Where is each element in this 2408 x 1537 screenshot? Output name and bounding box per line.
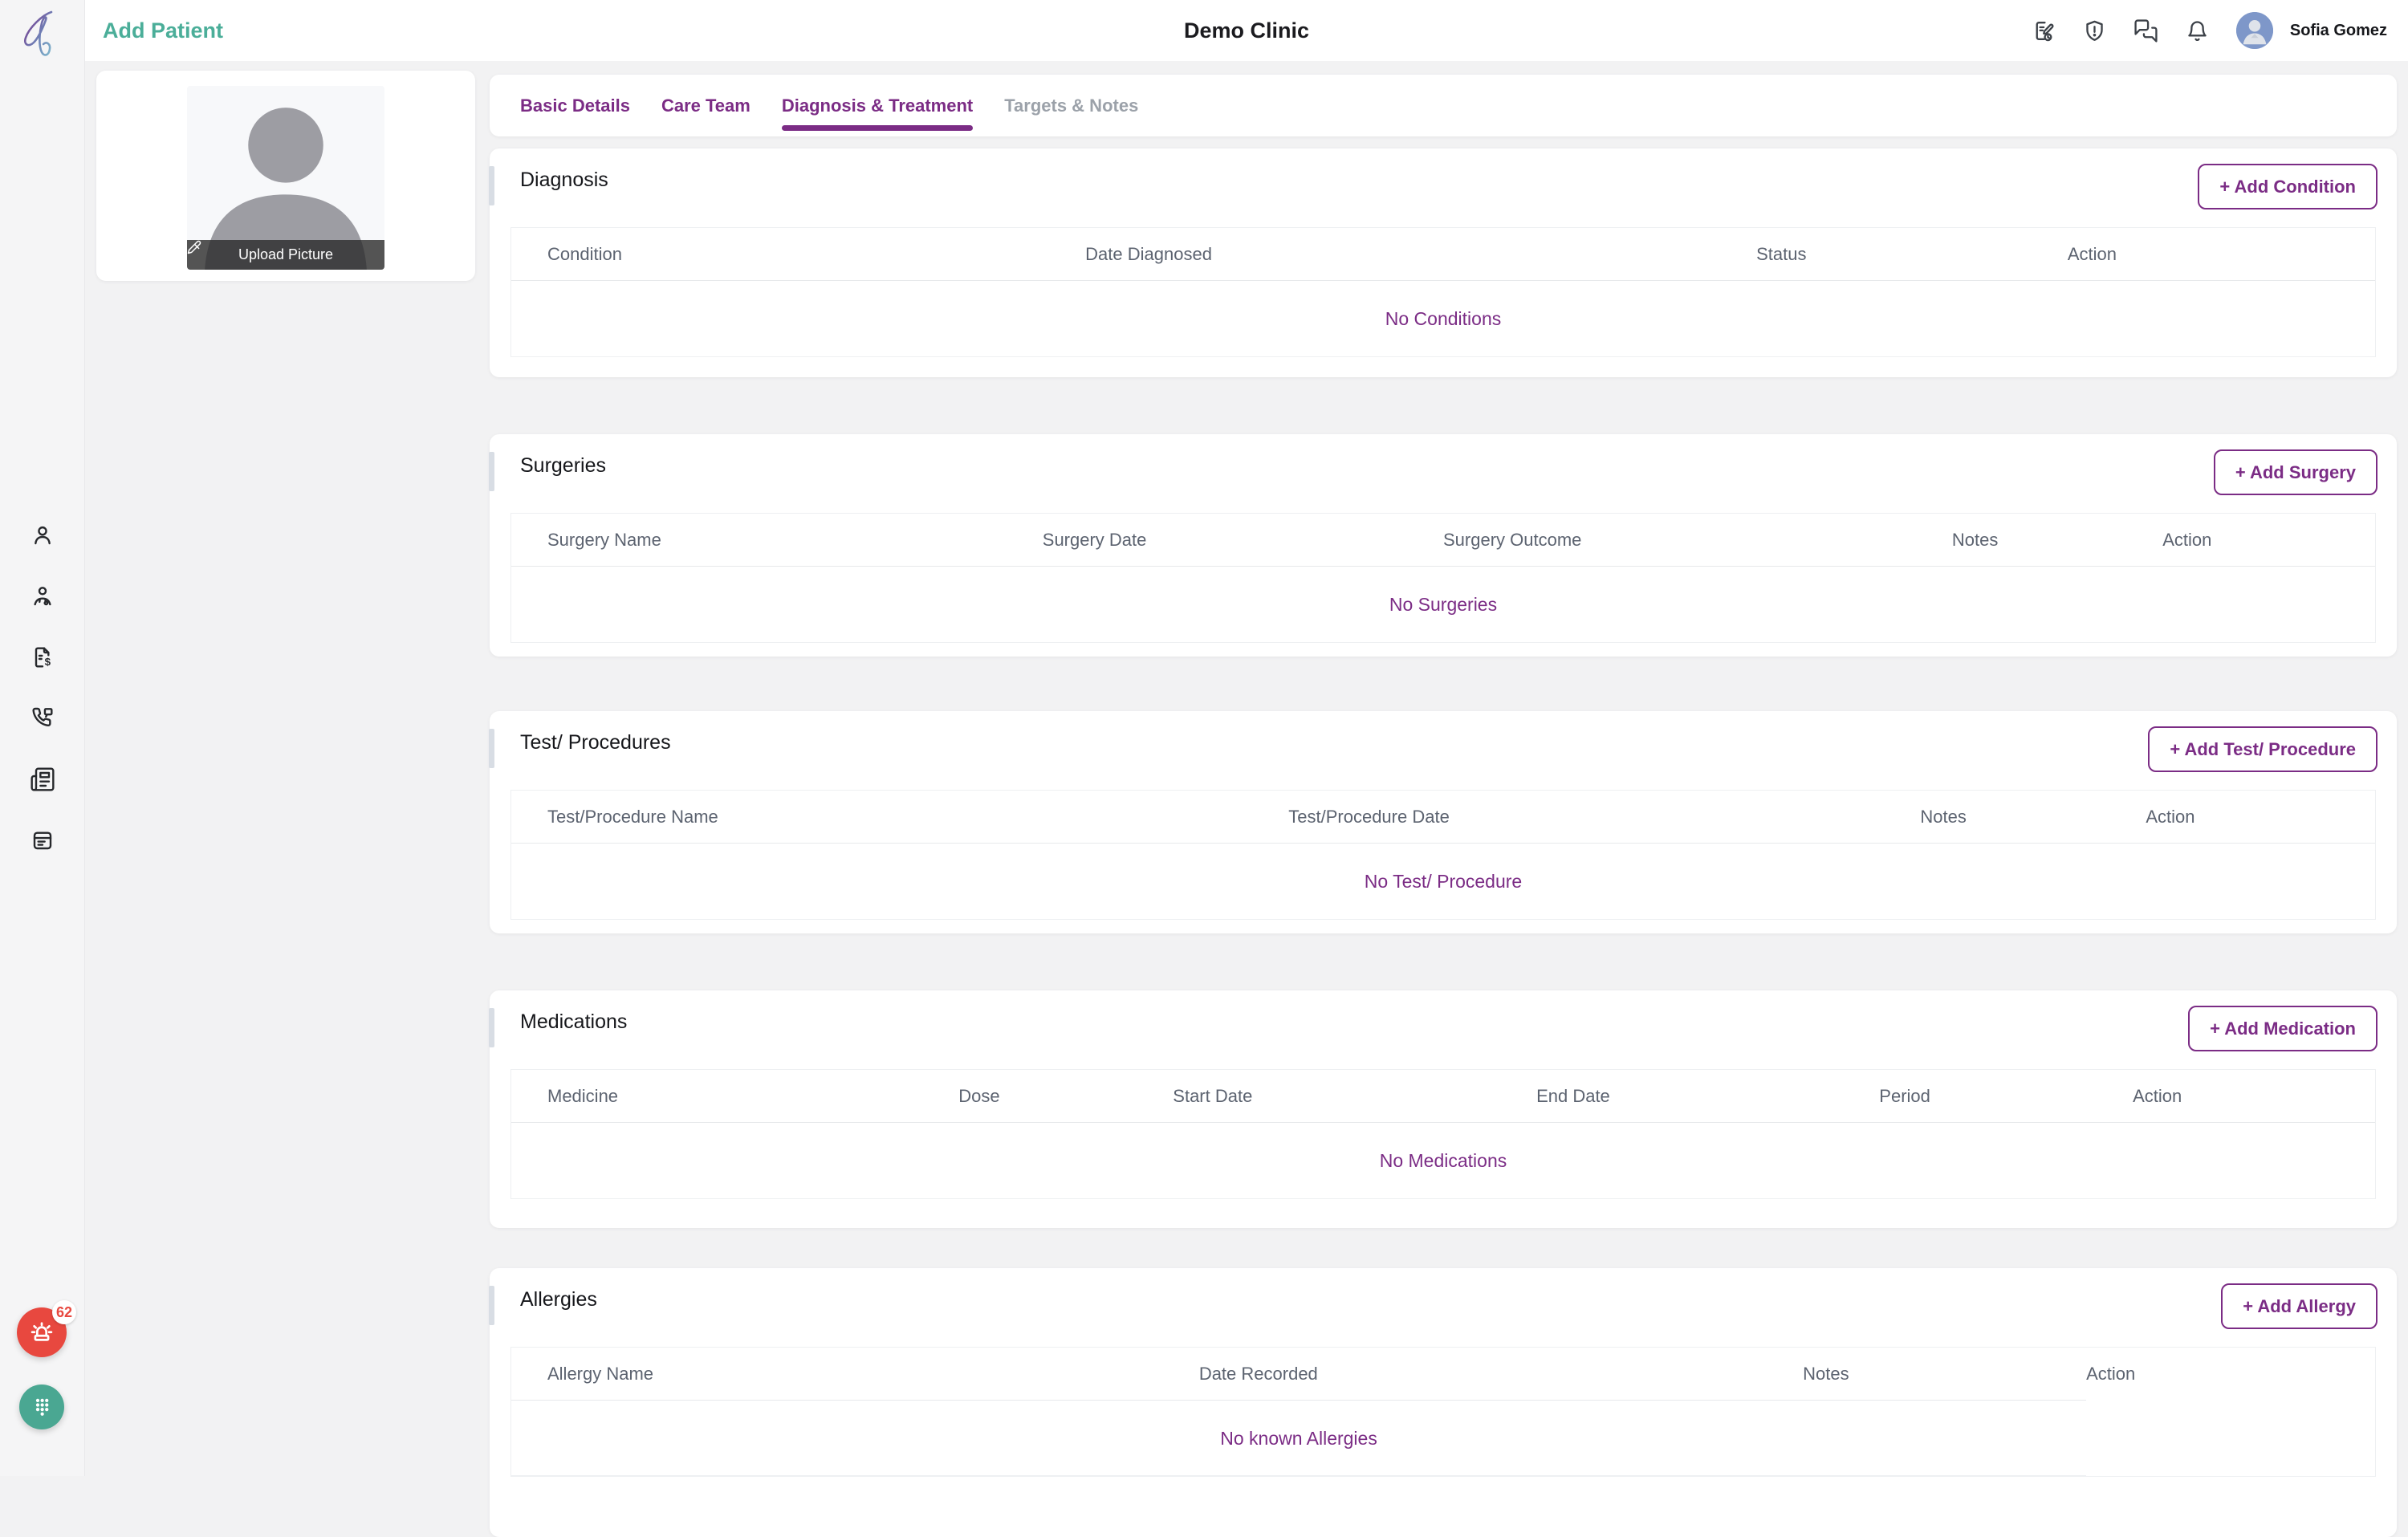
- patient-icon[interactable]: [30, 522, 55, 548]
- prescription-note-icon[interactable]: [2031, 18, 2056, 43]
- alert-count-badge: 62: [52, 1300, 76, 1324]
- section-title: Surgeries: [520, 454, 606, 478]
- sidebar-nav: $: [0, 522, 85, 853]
- section-accent-bar: [489, 729, 494, 768]
- column-header: Action: [2133, 1070, 2375, 1122]
- column-header: Action: [2162, 514, 2375, 566]
- doctor-icon[interactable]: [30, 583, 55, 609]
- user-name[interactable]: Sofia Gomez: [2290, 22, 2387, 40]
- top-header: Add Patient Demo Clinic: [85, 0, 2408, 61]
- empty-state-text: No known Allergies: [511, 1401, 2086, 1476]
- column-header: Condition: [511, 228, 1085, 280]
- section-test-procedures: Test/ Procedures + Add Test/ Procedure T…: [490, 711, 2397, 933]
- siren-icon: [28, 1319, 55, 1346]
- tab-basic-details[interactable]: Basic Details: [520, 75, 630, 136]
- add-surgery-button[interactable]: + Add Surgery: [2214, 449, 2377, 495]
- column-header: Period: [1879, 1070, 2133, 1122]
- column-header: Date Recorded: [1199, 1348, 1803, 1401]
- column-header: Dose: [958, 1070, 1173, 1122]
- page-title: Add Patient: [103, 0, 223, 61]
- column-header: Start Date: [1173, 1070, 1536, 1122]
- column-header: Allergy Name: [511, 1348, 1199, 1401]
- column-header: Status: [1756, 228, 2068, 280]
- add-test-procedure-button[interactable]: + Add Test/ Procedure: [2148, 726, 2377, 772]
- column-header: Medicine: [511, 1070, 958, 1122]
- messages-icon[interactable]: [2133, 18, 2158, 43]
- svg-text:$: $: [45, 656, 51, 668]
- column-header: Action: [2086, 1348, 2375, 1401]
- add-medication-button[interactable]: + Add Medication: [2188, 1006, 2377, 1051]
- section-title: Medications: [520, 1010, 627, 1034]
- dialpad-button[interactable]: [19, 1385, 64, 1429]
- tab-care-team[interactable]: Care Team: [661, 75, 750, 136]
- upload-picture-button[interactable]: Upload Picture: [187, 240, 384, 270]
- sidebar: $ 62: [0, 0, 85, 1476]
- add-allergy-button[interactable]: + Add Allergy: [2221, 1283, 2377, 1329]
- section-accent-bar: [489, 166, 494, 205]
- section-title: Diagnosis: [520, 169, 608, 192]
- column-header: Notes: [1803, 1348, 2086, 1401]
- column-header: Action: [2068, 228, 2375, 280]
- newspaper-icon[interactable]: [30, 766, 55, 792]
- column-header: Surgery Outcome: [1443, 514, 1952, 566]
- header-actions: Sofia Gomez: [2031, 0, 2387, 61]
- column-header: Notes: [1920, 791, 2146, 843]
- empty-state-text: No Surgeries: [511, 567, 2375, 642]
- section-accent-bar: [489, 452, 494, 491]
- main-content: Upload Picture Basic Details Care Team D…: [85, 61, 2408, 1476]
- patient-tabs-card: Basic Details Care Team Diagnosis & Trea…: [490, 75, 2397, 136]
- tab-bar: Basic Details Care Team Diagnosis & Trea…: [490, 75, 2397, 136]
- avatar-placeholder: Upload Picture: [187, 86, 384, 270]
- section-title: Test/ Procedures: [520, 731, 671, 754]
- section-accent-bar: [489, 1008, 494, 1047]
- column-header: Date Diagnosed: [1085, 228, 1756, 280]
- user-avatar[interactable]: [2236, 12, 2273, 49]
- upload-picture-label: Upload Picture: [238, 246, 333, 263]
- section-accent-bar: [489, 1286, 494, 1325]
- billing-document-icon[interactable]: $: [30, 644, 55, 670]
- empty-state-text: No Test/ Procedure: [511, 844, 2375, 919]
- calendar-icon[interactable]: [30, 827, 55, 853]
- tab-targets-notes[interactable]: Targets & Notes: [1004, 75, 1138, 136]
- clinic-logo[interactable]: [19, 9, 69, 62]
- phone-message-icon[interactable]: [30, 705, 55, 731]
- empty-state-text: No Medications: [511, 1123, 2375, 1198]
- add-condition-button[interactable]: + Add Condition: [2198, 164, 2377, 209]
- section-title: Allergies: [520, 1288, 597, 1311]
- clinic-name: Demo Clinic: [1184, 0, 1309, 61]
- column-header: Surgery Name: [511, 514, 1043, 566]
- column-header: Surgery Date: [1043, 514, 1443, 566]
- column-header: Test/Procedure Name: [511, 791, 1288, 843]
- patient-photo-card: Upload Picture: [96, 71, 475, 281]
- notifications-bell-icon[interactable]: [2185, 18, 2210, 43]
- column-header: Action: [2146, 791, 2375, 843]
- column-header: Test/Procedure Date: [1288, 791, 1920, 843]
- column-header: End Date: [1536, 1070, 1879, 1122]
- tab-diagnosis-treatment[interactable]: Diagnosis & Treatment: [782, 75, 973, 136]
- empty-state-text: No Conditions: [511, 281, 2375, 356]
- column-header: Notes: [1952, 514, 2162, 566]
- emergency-alert-button[interactable]: 62: [17, 1307, 67, 1357]
- shield-alert-icon[interactable]: [2082, 18, 2107, 43]
- dialpad-icon: [30, 1395, 54, 1419]
- pencil-icon: [187, 240, 201, 254]
